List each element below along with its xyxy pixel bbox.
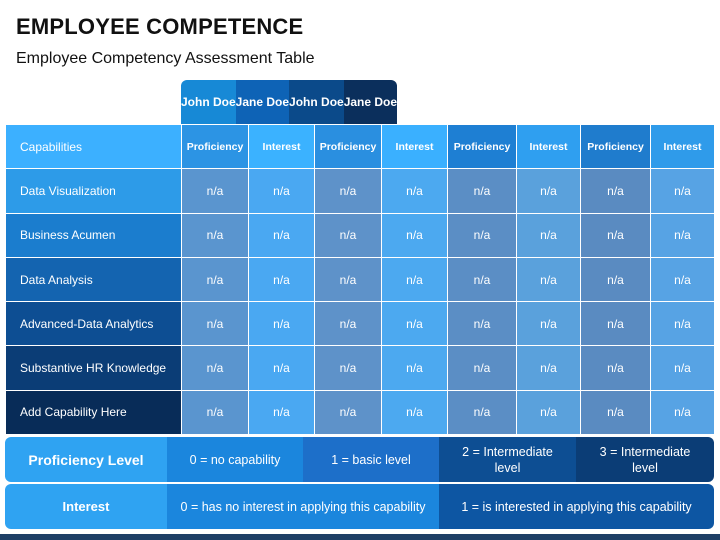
interest-cell[interactable]: n/a bbox=[248, 212, 315, 258]
capabilities-header: Capabilities bbox=[5, 123, 182, 170]
page-title: EMPLOYEE COMPETENCE bbox=[16, 14, 304, 39]
interest-header: Interest bbox=[516, 123, 581, 170]
proficiency-cell[interactable]: n/a bbox=[181, 301, 249, 347]
proficiency-header: Proficiency bbox=[447, 123, 517, 170]
interest-cell[interactable]: n/a bbox=[248, 301, 315, 347]
page-subtitle: Employee Competency Assessment Table bbox=[16, 50, 315, 67]
proficiency-level-3: 3 = Intermediate level bbox=[576, 437, 714, 482]
competency-table: Capabilities Proficiency Interest Proficien… bbox=[5, 123, 715, 436]
proficiency-cell[interactable]: n/a bbox=[447, 256, 517, 303]
employee-name-header: John Doe bbox=[289, 80, 344, 124]
interest-level-1: 1 = is interested in applying this capab… bbox=[439, 484, 714, 529]
proficiency-cell[interactable]: n/a bbox=[580, 256, 651, 303]
interest-cell[interactable]: n/a bbox=[248, 168, 315, 214]
table-row: Advanced-Data Analytics n/a n/a n/a n/a n/a n/… bbox=[5, 301, 715, 347]
interest-cell[interactable]: n/a bbox=[650, 212, 715, 258]
interest-cell[interactable]: n/a bbox=[248, 389, 315, 436]
interest-cell[interactable]: n/a bbox=[381, 212, 448, 258]
proficiency-cell[interactable]: n/a bbox=[181, 256, 249, 303]
employee-name-header: John Doe bbox=[181, 80, 236, 124]
proficiency-cell[interactable]: n/a bbox=[181, 389, 249, 436]
interest-cell[interactable]: n/a bbox=[516, 301, 581, 347]
interest-cell[interactable]: n/a bbox=[516, 168, 581, 214]
interest-cell[interactable]: n/a bbox=[381, 168, 448, 214]
interest-header: Interest bbox=[248, 123, 315, 170]
proficiency-cell[interactable]: n/a bbox=[314, 345, 382, 391]
interest-header: Interest bbox=[381, 123, 448, 170]
interest-cell[interactable]: n/a bbox=[650, 168, 715, 214]
capability-label: Data Analysis bbox=[5, 256, 182, 303]
proficiency-cell[interactable]: n/a bbox=[447, 212, 517, 258]
proficiency-legend-row: Proficiency Level 0 = no capability 1 = … bbox=[5, 437, 714, 482]
interest-legend-label: Interest bbox=[5, 484, 167, 529]
interest-cell[interactable]: n/a bbox=[650, 256, 715, 303]
table-row: Business Acumen n/a n/a n/a n/a n/a n/a n/a n/a bbox=[5, 212, 715, 258]
interest-legend-row: Interest 0 = has no interest in applying… bbox=[5, 484, 714, 529]
interest-cell[interactable]: n/a bbox=[516, 212, 581, 258]
proficiency-cell[interactable]: n/a bbox=[314, 168, 382, 214]
legend: Proficiency Level 0 = no capability 1 = … bbox=[5, 437, 714, 531]
proficiency-cell[interactable]: n/a bbox=[580, 301, 651, 347]
proficiency-header: Proficiency bbox=[580, 123, 651, 170]
proficiency-level-2: 2 = Intermediate level bbox=[439, 437, 576, 482]
employee-name-header: Jane Doe bbox=[235, 80, 290, 124]
proficiency-cell[interactable]: n/a bbox=[447, 168, 517, 214]
table-row: Add Capability Here n/a n/a n/a n/a n/a n/a n/a… bbox=[5, 389, 715, 436]
proficiency-header: Proficiency bbox=[181, 123, 249, 170]
interest-cell[interactable]: n/a bbox=[516, 389, 581, 436]
proficiency-cell[interactable]: n/a bbox=[181, 345, 249, 391]
interest-cell[interactable]: n/a bbox=[516, 345, 581, 391]
capability-label: Add Capability Here bbox=[5, 389, 182, 436]
interest-cell[interactable]: n/a bbox=[381, 301, 448, 347]
interest-cell[interactable]: n/a bbox=[381, 389, 448, 436]
proficiency-cell[interactable]: n/a bbox=[314, 389, 382, 436]
footer-bar bbox=[0, 534, 720, 540]
proficiency-cell[interactable]: n/a bbox=[580, 389, 651, 436]
interest-cell[interactable]: n/a bbox=[248, 256, 315, 303]
capability-label: Business Acumen bbox=[5, 212, 182, 258]
interest-cell[interactable]: n/a bbox=[650, 389, 715, 436]
interest-cell[interactable]: n/a bbox=[650, 345, 715, 391]
table-row: Substantive HR Knowledge n/a n/a n/a n/a n/a n… bbox=[5, 345, 715, 391]
proficiency-cell[interactable]: n/a bbox=[580, 168, 651, 214]
interest-level-0: 0 = has no interest in applying this cap… bbox=[167, 484, 439, 529]
proficiency-header: Proficiency bbox=[314, 123, 382, 170]
proficiency-legend-label: Proficiency Level bbox=[5, 437, 167, 482]
proficiency-cell[interactable]: n/a bbox=[314, 212, 382, 258]
proficiency-cell[interactable]: n/a bbox=[314, 301, 382, 347]
proficiency-level-0: 0 = no capability bbox=[167, 437, 303, 482]
table-row: Data Analysis n/a n/a n/a n/a n/a n/a n/a n/a bbox=[5, 256, 715, 303]
proficiency-cell[interactable]: n/a bbox=[447, 389, 517, 436]
proficiency-cell[interactable]: n/a bbox=[314, 256, 382, 303]
proficiency-cell[interactable]: n/a bbox=[447, 301, 517, 347]
table-row: Data Visualization n/a n/a n/a n/a n/a n/a n/a n… bbox=[5, 168, 715, 214]
proficiency-cell[interactable]: n/a bbox=[580, 345, 651, 391]
proficiency-cell[interactable]: n/a bbox=[181, 212, 249, 258]
capability-label: Advanced-Data Analytics bbox=[5, 301, 182, 347]
employee-header-row: John Doe Jane Doe John Doe Jane Doe bbox=[181, 80, 714, 124]
capability-label: Data Visualization bbox=[5, 168, 182, 214]
interest-cell[interactable]: n/a bbox=[381, 345, 448, 391]
interest-cell[interactable]: n/a bbox=[650, 301, 715, 347]
capability-label: Substantive HR Knowledge bbox=[5, 345, 182, 391]
interest-cell[interactable]: n/a bbox=[248, 345, 315, 391]
proficiency-cell[interactable]: n/a bbox=[447, 345, 517, 391]
interest-cell[interactable]: n/a bbox=[516, 256, 581, 303]
proficiency-level-1: 1 = basic level bbox=[303, 437, 439, 482]
interest-cell[interactable]: n/a bbox=[381, 256, 448, 303]
proficiency-cell[interactable]: n/a bbox=[181, 168, 249, 214]
proficiency-cell[interactable]: n/a bbox=[580, 212, 651, 258]
employee-name-header: Jane Doe bbox=[343, 80, 398, 124]
interest-header: Interest bbox=[650, 123, 715, 170]
sub-header-row: Capabilities Proficiency Interest Proficien… bbox=[5, 123, 715, 170]
